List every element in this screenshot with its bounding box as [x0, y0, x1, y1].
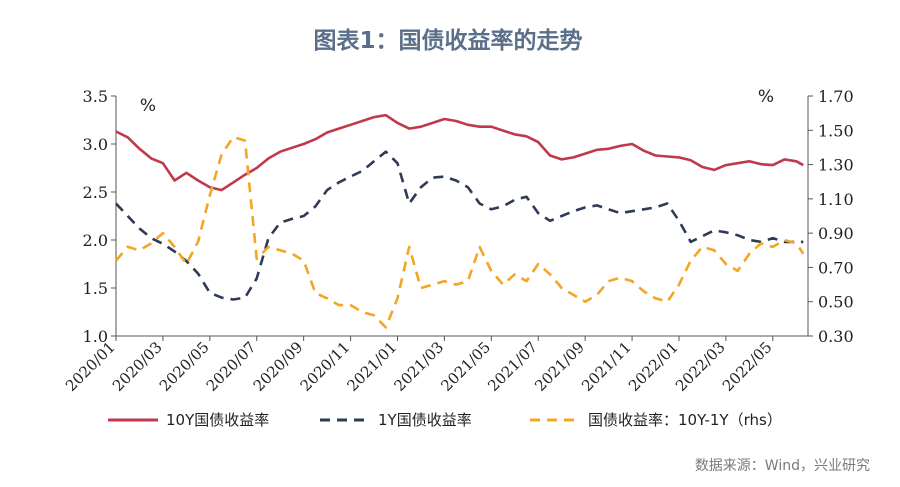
- left-tick-label: 1.0: [83, 327, 108, 346]
- left-tick-label: 2.0: [83, 231, 108, 250]
- right-tick-label: 0.50: [818, 293, 854, 312]
- left-tick-label: 3.0: [83, 135, 108, 154]
- x-tick-label: 2022/03: [672, 338, 729, 395]
- legend: 10Y国债收益率 1Y国债收益率 国债收益率：10Y-1Y（rhs）: [108, 411, 782, 429]
- legend-label-1: 1Y国债收益率: [378, 411, 472, 429]
- right-tick-label: 1.70: [818, 87, 854, 106]
- x-tick-label: 2021/07: [484, 338, 541, 395]
- x-tick-label: 2020/11: [297, 338, 354, 395]
- x-tick-label: 2020/07: [203, 338, 260, 395]
- x-tick-label: 2022/05: [719, 338, 776, 395]
- left-tick-label: 3.5: [83, 87, 108, 106]
- right-axis-unit: %: [758, 87, 774, 107]
- left-tick-label: 1.5: [83, 279, 108, 298]
- x-tick-label: 2021/03: [390, 338, 447, 395]
- right-tick-label: 1.10: [818, 190, 854, 209]
- legend-label-0: 10Y国债收益率: [166, 411, 269, 429]
- series-line-2: [115, 135, 805, 329]
- x-tick-label: 2021/09: [531, 338, 588, 395]
- x-tick-label: 2021/05: [437, 338, 494, 395]
- source-note: 数据来源：Wind，兴业研究: [695, 458, 870, 474]
- left-axis-unit: %: [140, 96, 156, 116]
- x-tick-label: 2020/05: [156, 338, 213, 395]
- series-layer: [115, 113, 805, 329]
- chart-title: 图表1：国债收益率的走势: [313, 27, 582, 54]
- x-tick-label: 2020/09: [250, 338, 307, 395]
- series-line-0: [115, 113, 804, 192]
- x-tick-label: 2021/01: [344, 338, 401, 395]
- right-tick-label: 0.30: [818, 327, 854, 346]
- x-tick-label: 2021/11: [578, 338, 635, 395]
- left-tick-label: 2.5: [83, 183, 108, 202]
- right-tick-label: 0.70: [818, 258, 854, 277]
- series-line-1: [115, 150, 804, 301]
- right-tick-label: 1.50: [818, 121, 854, 140]
- x-tick-label: 2022/01: [625, 338, 682, 395]
- right-tick-label: 1.30: [818, 156, 854, 175]
- x-tick-label: 2020/01: [62, 338, 119, 395]
- legend-label-2: 国债收益率：10Y-1Y（rhs）: [588, 411, 782, 429]
- x-tick-label: 2020/03: [109, 338, 166, 395]
- right-tick-label: 0.90: [818, 224, 854, 243]
- axes: 1.0 1.5 2.0 2.5 3.0 3.5 0.30 0.50 0.70 0.90 1.10 1.…: [62, 87, 854, 395]
